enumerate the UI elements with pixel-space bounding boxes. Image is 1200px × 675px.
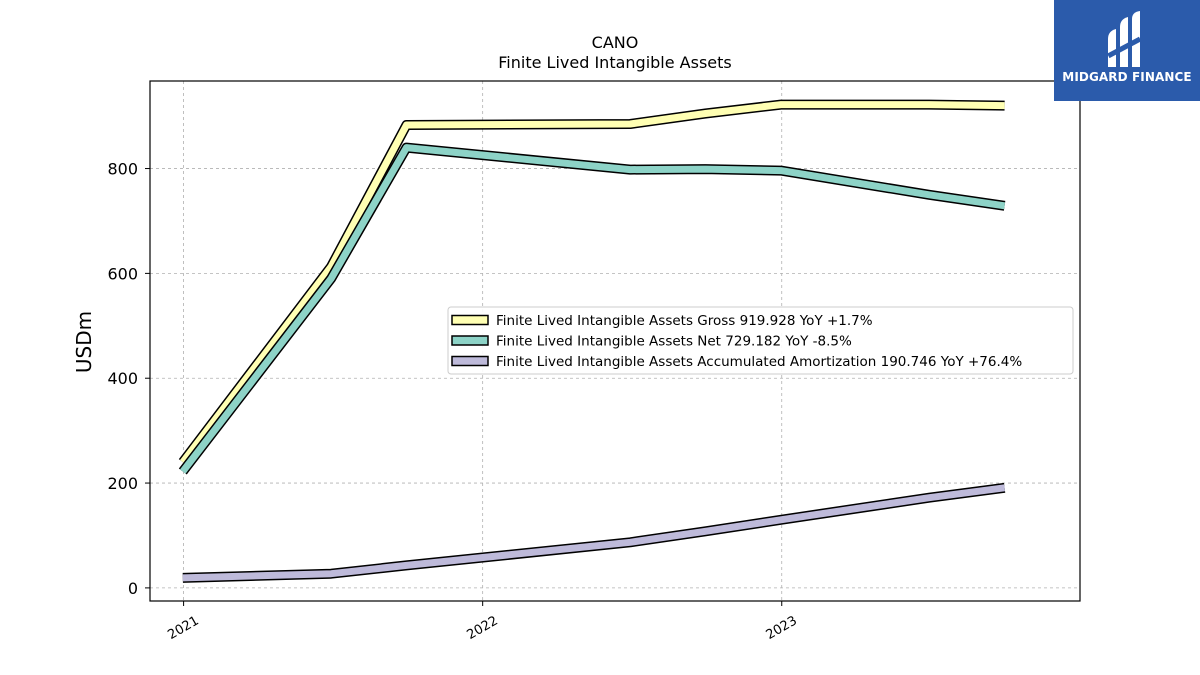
brand-name: MIDGARD FINANCE xyxy=(1062,70,1192,84)
series-line-outline xyxy=(178,99,1005,466)
legend: Finite Lived Intangible Assets Gross 919… xyxy=(447,306,1074,375)
legend-box xyxy=(447,306,1074,375)
legend-swatch xyxy=(451,314,489,326)
y-tick-label: 600 xyxy=(107,264,138,283)
legend-swatch xyxy=(451,355,489,367)
legend-item: Finite Lived Intangible Assets Net 729.1… xyxy=(451,334,852,350)
y-tick-label: 400 xyxy=(107,369,138,388)
series-3 xyxy=(182,482,1006,583)
legend-swatch xyxy=(451,335,489,346)
series-1 xyxy=(178,99,1005,466)
x-tick-label: 2022 xyxy=(465,613,501,643)
chart-subtitle: Finite Lived Intangible Assets xyxy=(498,53,731,72)
plot-frame xyxy=(149,80,1081,602)
series-line xyxy=(180,144,1006,474)
chart-title: CANO xyxy=(592,33,639,52)
legend-item: Finite Lived Intangible Assets Gross 919… xyxy=(451,313,873,329)
series-line xyxy=(182,484,1006,582)
x-tick-label: 2023 xyxy=(764,613,800,643)
tick-labels: 0 200 400 600 800 2021 2022 2023 xyxy=(107,160,799,643)
y-tick-label: 800 xyxy=(107,160,138,179)
legend-label: Finite Lived Intangible Assets Gross 919… xyxy=(496,313,873,329)
legend-item: Finite Lived Intangible Assets Accumulat… xyxy=(451,354,1022,370)
brand-logo-mark-icon xyxy=(1107,11,1142,67)
series-line xyxy=(180,101,1005,465)
y-tick-label: 200 xyxy=(107,474,138,493)
series-layer xyxy=(178,99,1006,583)
y-axis-label: USDm xyxy=(72,311,96,373)
x-tick-label: 2021 xyxy=(165,613,201,643)
legend-label: Finite Lived Intangible Assets Net 729.1… xyxy=(496,334,852,350)
legend-label: Finite Lived Intangible Assets Accumulat… xyxy=(496,354,1022,370)
axes xyxy=(145,80,1081,606)
series-2 xyxy=(178,142,1006,475)
y-tick-label: 0 xyxy=(128,579,138,598)
brand-logo: MIDGARD FINANCE xyxy=(1054,0,1200,101)
